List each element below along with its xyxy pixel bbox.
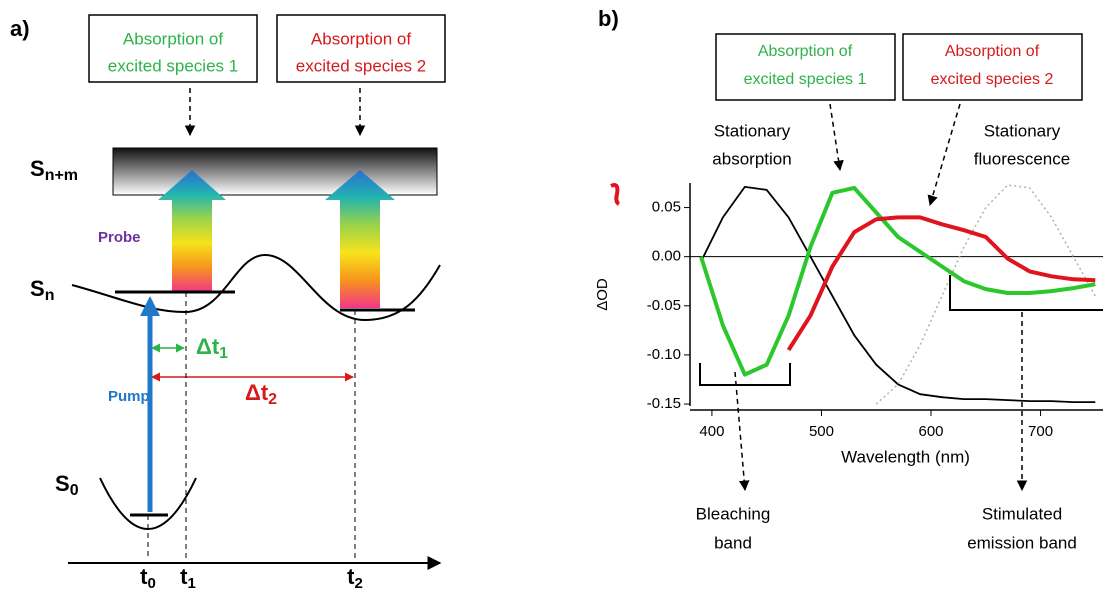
- annotation: Stimulated: [982, 504, 1062, 523]
- time-main: t: [140, 564, 148, 589]
- arrow: [829, 103, 844, 172]
- probe-arrow: [158, 170, 226, 292]
- box-text: Absorption of: [758, 43, 853, 60]
- annotation: Stationary: [984, 121, 1061, 140]
- annotation: band: [714, 533, 752, 552]
- annotation: fluorescence: [974, 149, 1070, 168]
- delta-sub: 2: [268, 391, 277, 408]
- level-sub: n: [45, 287, 55, 304]
- upper-band: [112, 147, 438, 196]
- y-axis-label: ΔOD: [594, 278, 611, 311]
- level-sub: 0: [70, 482, 79, 499]
- delta-label: Δt2: [245, 380, 277, 408]
- arrow: [927, 103, 961, 207]
- box-text: excited species 2: [931, 71, 1054, 88]
- x-tick-label: 500: [809, 423, 834, 440]
- data-line: [875, 184, 1096, 405]
- probe-arrow: [325, 170, 395, 308]
- time-sub: 2: [354, 575, 362, 592]
- annotation: Stationary: [714, 121, 791, 140]
- level-main: S: [55, 471, 70, 496]
- panel-label: b): [598, 6, 619, 31]
- time-main: t: [180, 564, 188, 589]
- time-sub: 0: [147, 575, 155, 592]
- box: [715, 33, 896, 101]
- panel-label: a): [10, 16, 30, 41]
- box-text: excited species 1: [744, 71, 867, 88]
- x-tick-label: 700: [1028, 423, 1053, 440]
- level-sub: n+m: [45, 167, 78, 184]
- level-label: Sn+m: [30, 156, 78, 184]
- bracket: [699, 363, 791, 386]
- data-line: [786, 215, 1096, 352]
- annotation: Bleaching: [696, 504, 771, 523]
- box-text: Absorption of: [945, 43, 1040, 60]
- box: [276, 14, 446, 83]
- annotation: absorption: [712, 149, 791, 168]
- y-tick-label: -0.05: [647, 297, 681, 314]
- box-text: Absorption of: [123, 29, 223, 48]
- arrow: [734, 371, 750, 492]
- y-tick-label: 0.00: [652, 248, 681, 265]
- y-tick-label: 0.05: [652, 199, 681, 216]
- legend-mark: [610, 183, 621, 206]
- level-label: Sn: [30, 276, 54, 304]
- x-axis-label: Wavelength (nm): [841, 447, 970, 466]
- box-text: Absorption of: [311, 29, 411, 48]
- time-label: t1: [180, 564, 196, 592]
- probe-label: Probe: [98, 229, 141, 246]
- delta-main: Δt: [196, 334, 220, 359]
- level-main: S: [30, 156, 45, 181]
- y-tick-label: -0.15: [647, 395, 681, 412]
- time-sub: 1: [187, 575, 195, 592]
- pump-label: Pump: [108, 388, 150, 405]
- x-tick-label: 400: [699, 423, 724, 440]
- panel-b: b) Absorption of excited species 1 Absor…: [598, 6, 1083, 552]
- delta-label: Δt1: [196, 334, 228, 362]
- level-main: S: [30, 276, 45, 301]
- panel-a: a) Absorption of excited species 1 Absor…: [10, 14, 446, 592]
- x-tick-label: 600: [918, 423, 943, 440]
- box-text: excited species 1: [108, 56, 238, 75]
- time-label: t0: [140, 564, 156, 592]
- time-label: t2: [347, 564, 363, 592]
- annotation: emission band: [967, 533, 1077, 552]
- delta-sub: 1: [219, 345, 228, 362]
- delta-main: Δt: [245, 380, 269, 405]
- time-main: t: [347, 564, 355, 589]
- box: [902, 33, 1083, 101]
- data-line: [700, 186, 1096, 403]
- box: [88, 14, 258, 83]
- data-line: [699, 185, 1096, 377]
- box-text: excited species 2: [296, 56, 426, 75]
- ground-curve: [99, 477, 197, 530]
- level-label: S0: [55, 471, 79, 499]
- y-tick-label: -0.10: [647, 346, 681, 363]
- bracket: [949, 275, 1103, 311]
